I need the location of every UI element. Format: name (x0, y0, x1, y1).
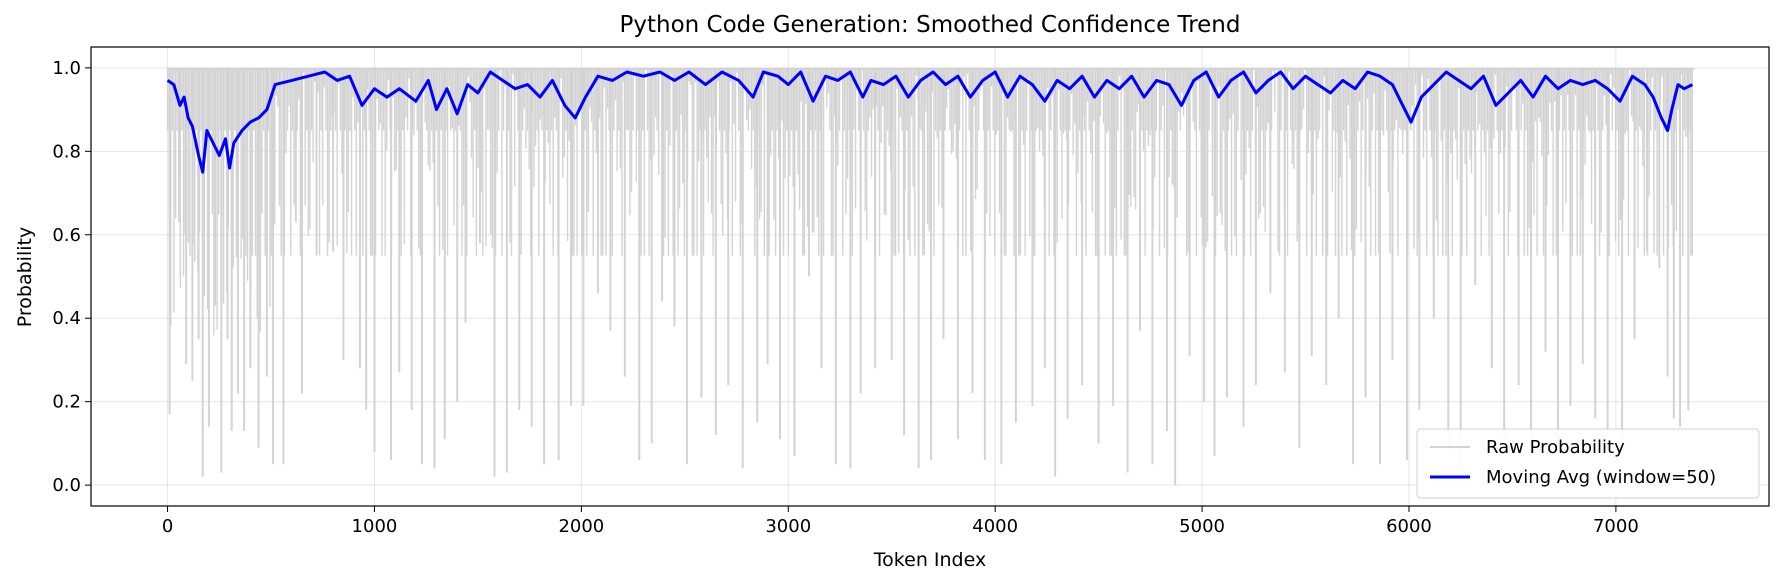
x-tick-label: 3000 (765, 516, 811, 537)
raw-probability-series (166, 67, 1695, 486)
y-tick-label: 0.4 (52, 308, 81, 329)
chart-title: Python Code Generation: Smoothed Confide… (620, 12, 1241, 38)
x-tick-label: 1000 (352, 516, 398, 537)
x-tick-label: 0 (162, 516, 173, 537)
y-tick-label: 0.8 (52, 141, 81, 162)
y-tick-label: 0.6 (52, 225, 81, 246)
x-axis-ticks: 0 1000 2000 3000 4000 5000 6000 7000 (162, 506, 1639, 537)
y-axis-label: Probability (14, 227, 36, 327)
y-tick-label: 1.0 (52, 58, 81, 79)
moving-average-series (166, 70, 1694, 174)
x-tick-label: 7000 (1593, 516, 1639, 537)
x-axis-label: Token Index (873, 549, 986, 571)
plot-frame (90, 46, 1770, 507)
y-tick-label: 0.2 (52, 392, 81, 413)
moving-average-line (166, 70, 1694, 174)
x-tick-label: 6000 (1386, 516, 1432, 537)
y-axis-ticks: 0.0 0.2 0.4 0.6 0.8 1.0 (52, 58, 91, 496)
x-tick-label: 2000 (558, 516, 604, 537)
legend-box (1416, 428, 1760, 499)
legend-avg-label: Moving Avg (window=50) (1486, 467, 1716, 488)
legend-raw-label: Raw Probability (1486, 437, 1625, 458)
x-tick-label: 4000 (972, 516, 1018, 537)
legend: Raw Probability Moving Avg (window=50) (1416, 428, 1760, 499)
x-tick-label: 5000 (1179, 516, 1225, 537)
y-tick-label: 0.0 (52, 475, 81, 496)
